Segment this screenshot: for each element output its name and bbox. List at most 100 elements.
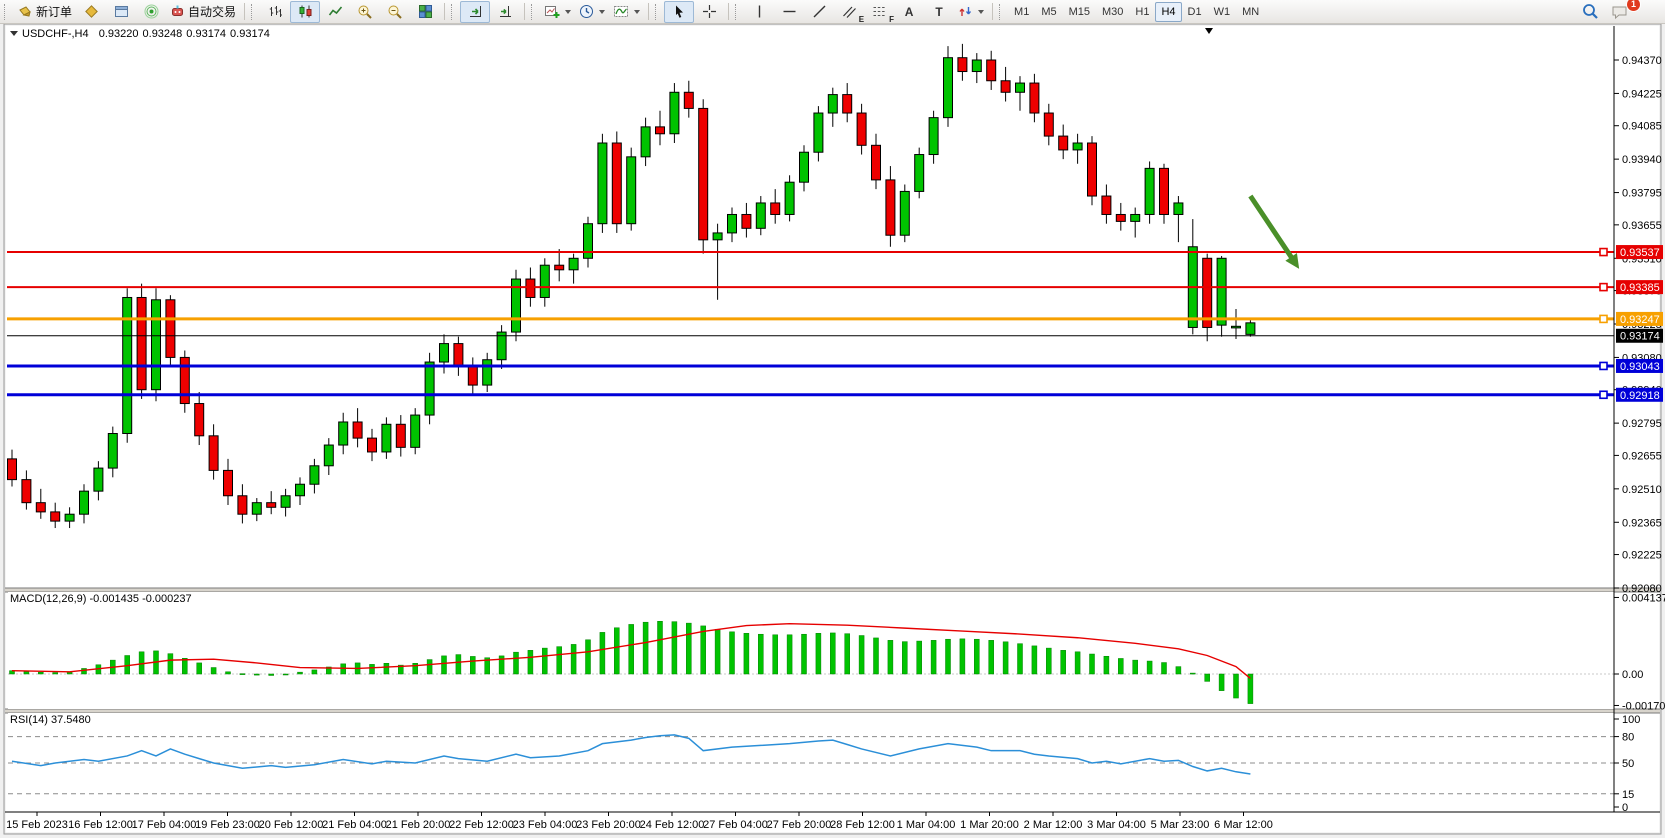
auto-scroll-icon [468,4,483,19]
chart-shift-button[interactable] [490,1,520,23]
notifications-button[interactable]: 1 [1605,0,1641,23]
text-button[interactable]: A [894,1,924,23]
bull-candle [79,490,89,515]
trend-arrow-annotation[interactable] [1248,194,1300,269]
auto-trading-button[interactable]: 自动交易 [166,1,240,23]
macd-bar [1103,655,1110,675]
equidistant-channel-button[interactable]: E [834,1,865,24]
macd-bar [282,673,289,676]
timeframe-m15-button[interactable]: M15 [1068,5,1090,18]
bull-candle [410,414,421,448]
macd-bar [974,638,980,675]
new-chart-button[interactable] [540,1,575,23]
timeframe-h4-button[interactable]: H4 [1155,1,1182,22]
bear-candle [1000,80,1011,93]
macd-panel[interactable] [8,592,1614,709]
trendline-button[interactable] [804,1,834,23]
bull-candle [755,202,766,229]
line-anchor-handle[interactable] [1599,390,1608,400]
profiles-button[interactable] [575,1,609,23]
signals-button[interactable] [136,1,166,23]
signal-icon [144,4,159,19]
macd-bar [671,621,678,675]
macd-bar [858,635,865,675]
timeframe-m5-button[interactable]: M5 [1041,5,1057,18]
symbol-info-line: USDCHF-,H4 0.93220 0.93248 0.93174 0.93174 [10,28,274,40]
crosshair-button[interactable] [694,1,724,23]
arrows-button[interactable] [954,1,988,23]
time-tick-label: 3 Mar 04:00 [1087,819,1146,831]
price-tick-label: 0.92080 [1622,583,1662,595]
tile-windows-button[interactable] [410,1,440,23]
macd-bar [196,662,202,675]
bull-candle [1216,257,1227,326]
cursor-button[interactable] [664,0,695,23]
data-window-button[interactable] [106,1,136,23]
macd-bar [700,625,706,675]
symbol-title: USDCHF-,H4 [22,28,89,40]
search-button[interactable] [1575,1,1605,23]
market-watch-button[interactable] [76,1,106,23]
panel-splitter[interactable] [5,588,1660,592]
macd-bar [786,634,793,675]
arrows-icon [958,4,973,19]
macd-bar [542,647,548,675]
vertical-line-button[interactable] [744,1,774,23]
line-anchor-handle[interactable] [1599,282,1608,292]
timeframe-w1-button[interactable]: W1 [1213,5,1231,18]
auto-scroll-button[interactable] [460,0,491,23]
timeframe-m30-button[interactable]: M30 [1102,5,1124,18]
indicators-button[interactable] [609,1,644,23]
price-tick-label: 0.92365 [1622,517,1662,529]
fibonacci-button[interactable]: F [864,1,894,24]
line-anchor-handle[interactable] [1599,247,1608,257]
chart-scroll-marker-icon[interactable] [1205,28,1213,38]
price-tick-label: 0.93940 [1622,154,1662,166]
timeframe-d1-button[interactable]: D1 [1187,5,1202,18]
macd-bar [729,631,735,675]
timeframe-mn-button[interactable]: MN [1242,5,1260,18]
panel-splitter[interactable] [5,709,1660,713]
bear-candle [208,435,219,471]
bull-candle [1144,167,1155,215]
price-axis[interactable]: 0.94370 0.94225 0.94085 0.93940 0.93795 0.936… [1613,26,1665,814]
line-anchor-handle[interactable] [1599,314,1608,324]
time-tick-label: 22 Feb 12:00 [449,819,514,831]
zoom-in-button[interactable] [350,1,380,23]
macd-bar [556,646,562,675]
chart-menu-caret-icon[interactable] [10,31,18,40]
bull-candle [93,467,104,492]
macd-signal-line [11,622,1251,679]
bull-candle [1231,325,1241,329]
timeframe-h1-button[interactable]: H1 [1135,5,1150,18]
candlestick-chart-button[interactable] [290,0,321,23]
horizontal-line-button[interactable] [774,1,804,23]
bear-candle [1115,213,1126,222]
line-anchor-handle[interactable] [1599,361,1608,371]
macd-bar [1247,673,1254,704]
bear-candle [237,495,248,515]
time-tick-label: 2 Mar 12:00 [1024,819,1083,831]
bear-candle [770,202,781,215]
ohlc-low: 0.93174 [186,28,227,40]
bull-candle [626,156,637,225]
zoom-out-button[interactable] [380,1,410,23]
text-label-button[interactable]: T [924,1,954,23]
new-order-button[interactable]: 新订单 [13,1,76,23]
horizontal-lines[interactable] [7,247,1614,400]
equidistant-channel-button-badge: E [858,14,865,24]
macd-bar [570,644,577,675]
bull-candle [669,91,680,135]
timeframe-m1-button[interactable]: M1 [1014,5,1030,18]
bar-chart-button[interactable] [260,1,290,23]
macd-bar [743,633,750,675]
line-chart-button[interactable] [320,1,350,23]
bull-candle [511,278,521,333]
toolbar-separator [444,3,446,20]
toolbar-grip [655,3,661,20]
bear-candle [554,264,565,271]
chart-plot-area[interactable] [8,26,1614,588]
